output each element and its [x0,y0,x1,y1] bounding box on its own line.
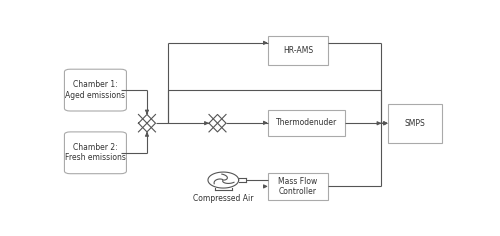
Text: Mass Flow
Controller: Mass Flow Controller [278,177,318,196]
Text: Chamber 2:
Fresh emissions: Chamber 2: Fresh emissions [65,143,126,163]
Text: Compressed Air: Compressed Air [193,194,254,203]
FancyBboxPatch shape [268,36,328,65]
FancyBboxPatch shape [64,132,126,174]
Text: HR-AMS: HR-AMS [283,46,313,55]
Text: Thermodenuder: Thermodenuder [276,118,337,127]
FancyBboxPatch shape [268,173,328,200]
Text: SMPS: SMPS [404,119,425,128]
Text: Chamber 1:
Aged emissions: Chamber 1: Aged emissions [66,80,126,100]
FancyBboxPatch shape [64,69,126,111]
FancyBboxPatch shape [388,104,442,143]
FancyBboxPatch shape [268,110,345,135]
